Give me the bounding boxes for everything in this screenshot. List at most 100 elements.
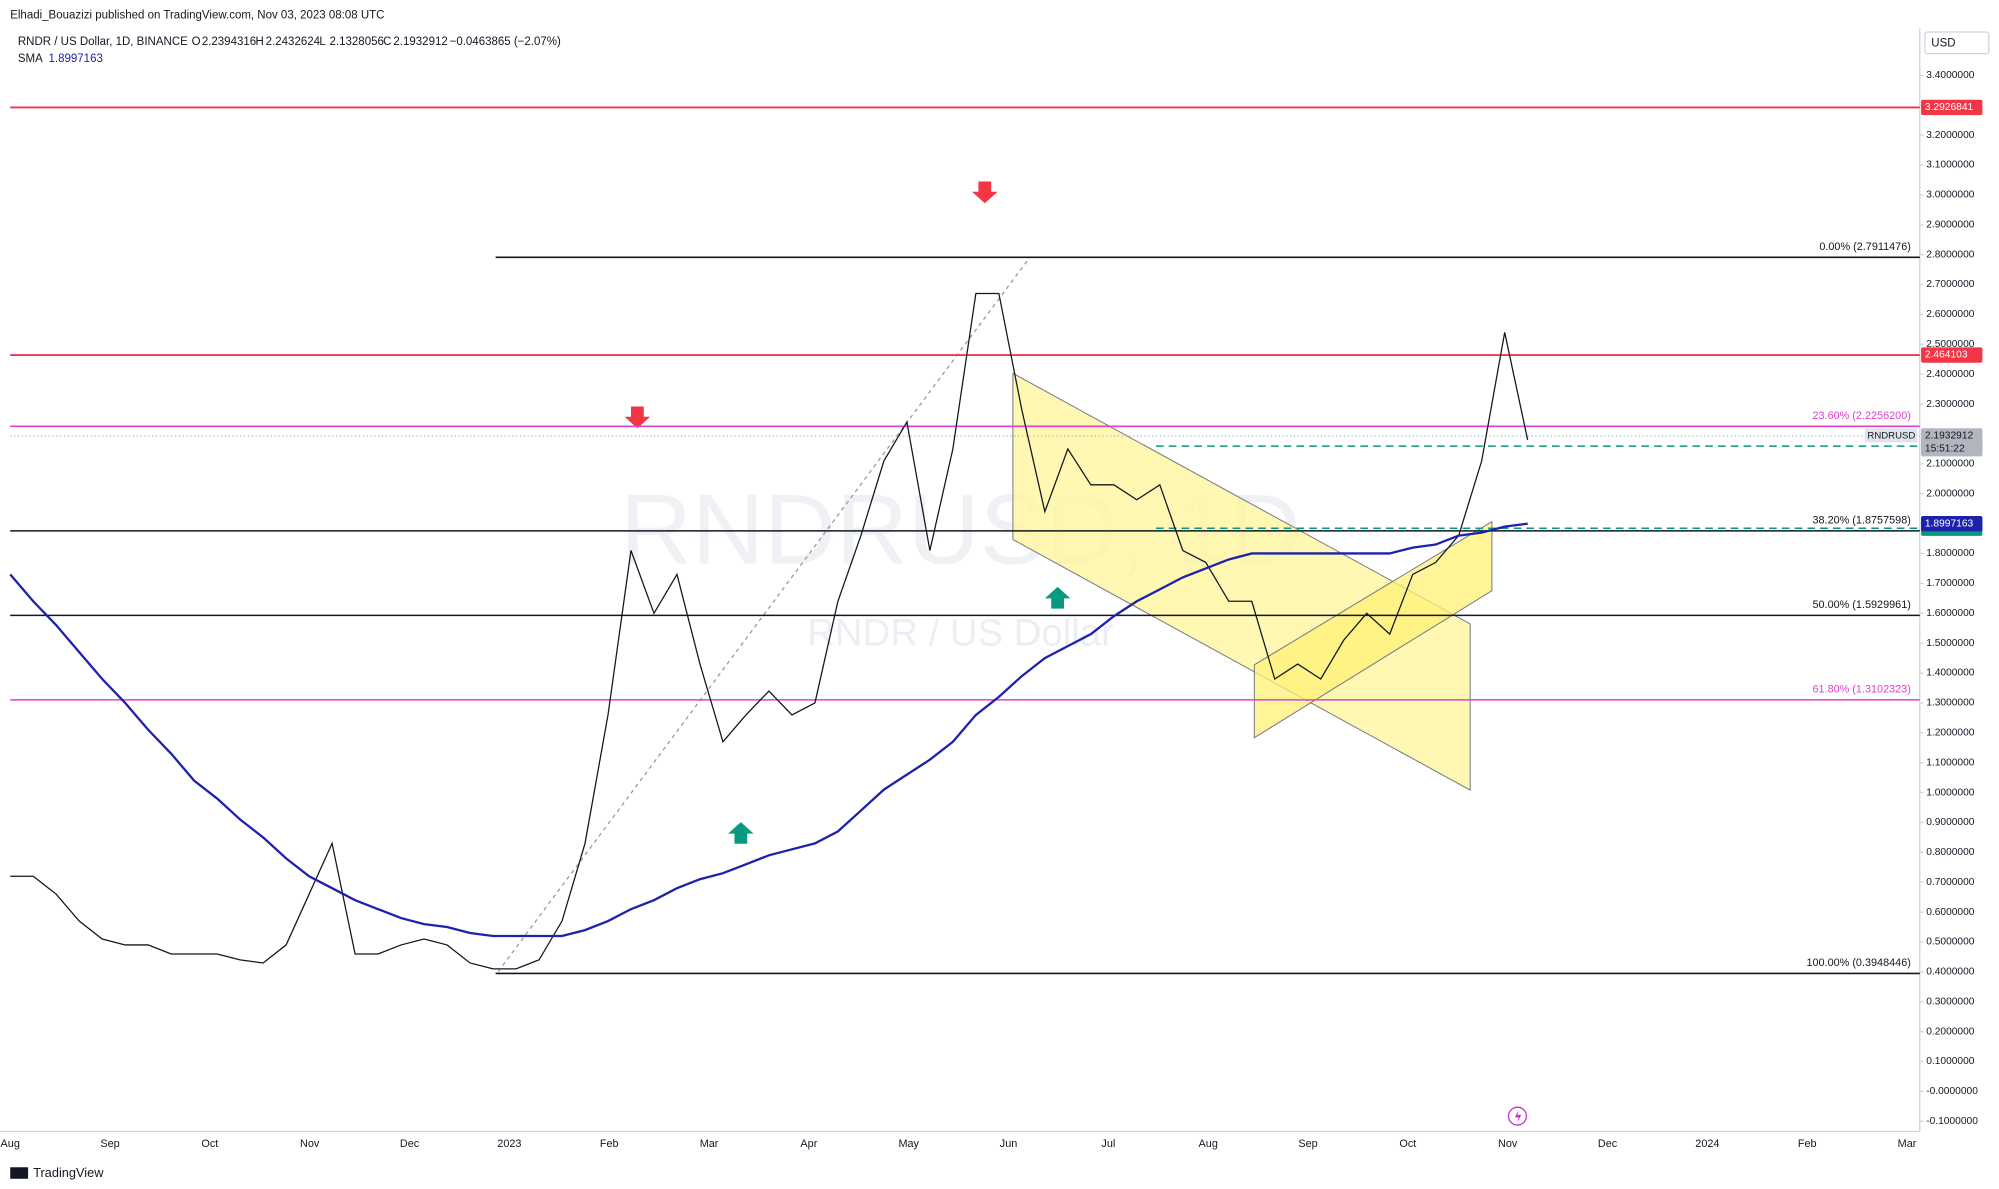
fib-label: 0.00% (2.7911476) xyxy=(1819,241,1911,253)
sma-marker xyxy=(1921,516,1983,532)
event-icon-bolt xyxy=(1514,1109,1522,1123)
change: −0.0463865 (−2.07%) xyxy=(450,36,561,48)
descending-channel xyxy=(1012,372,1471,791)
ohlc-value: 2.1328056 xyxy=(330,36,384,48)
y-tick-label: 1.1000000 xyxy=(1926,757,1975,768)
y-tick-label: 1.8000000 xyxy=(1926,548,1975,559)
sma-marker-label: 1.8997163 xyxy=(1925,518,1974,529)
x-tick-label: Feb xyxy=(1798,1138,1817,1150)
symbol-tag xyxy=(1864,428,1918,443)
y-tick-label: 2.1000000 xyxy=(1926,459,1975,470)
publisher: Elhadi_Bouazizi published on TradingView… xyxy=(10,9,384,21)
y-tick-label: 1.6000000 xyxy=(1926,608,1975,619)
y-tick-label: 3.0000000 xyxy=(1926,190,1975,201)
x-tick-label: Oct xyxy=(201,1138,218,1150)
price-level-marker-label: 2.464103 xyxy=(1925,350,1968,361)
last-price-marker xyxy=(1921,428,1983,457)
y-tick-label: 3.1000000 xyxy=(1926,160,1975,171)
brand-logo xyxy=(10,1167,29,1179)
currency-box[interactable] xyxy=(1924,31,1990,55)
fib-label: 61.80% (1.3102323) xyxy=(1812,684,1910,696)
ohlc-value: 2.1932912 xyxy=(393,36,447,48)
countdown: 15:51:22 xyxy=(1925,443,1965,454)
x-tick-label: 2024 xyxy=(1695,1138,1719,1150)
y-tick-label: 2.7000000 xyxy=(1926,279,1975,290)
y-tick-label: 2.8000000 xyxy=(1926,249,1975,260)
x-tick-label: Aug xyxy=(1,1138,20,1150)
up-arrow xyxy=(1044,586,1071,609)
fib-label: 100.00% (0.3948446) xyxy=(1806,957,1910,969)
sma-value: 1.8997163 xyxy=(49,53,103,65)
x-tick-label: Oct xyxy=(1399,1138,1416,1150)
x-tick-label: May xyxy=(898,1138,919,1150)
symbol: RNDR / US Dollar, 1D, BINANCE xyxy=(18,36,188,48)
fib-label: 50.00% (1.5929961) xyxy=(1812,599,1910,611)
y-tick-label: 0.1000000 xyxy=(1926,1056,1975,1067)
x-tick-label: Dec xyxy=(400,1138,420,1150)
price-line xyxy=(10,292,1529,970)
y-tick-label: 1.5000000 xyxy=(1926,638,1975,649)
y-tick-label: 2.0000000 xyxy=(1926,488,1975,499)
last-price-label: 2.1932912 xyxy=(1925,431,1974,442)
y-tick-label: -0.0000000 xyxy=(1926,1086,1978,1097)
brand: TradingView xyxy=(33,1165,104,1180)
x-tick-label: Nov xyxy=(1498,1138,1518,1150)
currency: USD xyxy=(1931,37,1955,49)
y-tick-label: 2.3000000 xyxy=(1926,399,1975,410)
event-icon[interactable] xyxy=(1507,1106,1528,1126)
y-tick-label: 0.5000000 xyxy=(1926,937,1975,948)
watermark-sub: RNDR / US Dollar xyxy=(807,612,1114,655)
y-tick-label: 0.4000000 xyxy=(1926,967,1975,978)
y-tick-label: 0.9000000 xyxy=(1926,817,1975,828)
ohlc-value: 2.2394316 xyxy=(202,36,256,48)
y-tick-label: 0.6000000 xyxy=(1926,907,1975,918)
y-tick-label: 2.6000000 xyxy=(1926,309,1975,320)
up-arrow xyxy=(728,822,754,844)
y-tick-label: 2.5000000 xyxy=(1926,339,1975,350)
ohlc-key: L xyxy=(319,36,326,48)
price-level-marker xyxy=(1921,99,1983,116)
ohlc-key: C xyxy=(383,36,391,48)
price-level-marker xyxy=(1921,347,1983,363)
y-tick-label: 2.9000000 xyxy=(1926,219,1975,230)
y-tick-label: 1.0000000 xyxy=(1926,787,1975,798)
ohlc-key: H xyxy=(255,36,263,48)
fib-label: 38.20% (1.8757598) xyxy=(1812,515,1910,527)
down-arrow xyxy=(972,181,998,204)
y-tick-label: 1.4000000 xyxy=(1926,668,1975,679)
ascending-channel xyxy=(1253,520,1493,739)
y-tick-label: 1.2000000 xyxy=(1926,728,1975,739)
y-tick-label: 3.4000000 xyxy=(1926,70,1975,81)
symbol-tag-label: RNDRUSD xyxy=(1867,430,1915,441)
y-tick-label: 0.7000000 xyxy=(1926,877,1975,888)
y-tick-label: 1.3000000 xyxy=(1926,698,1975,709)
ohlc-value: 2.2432624 xyxy=(266,36,321,48)
x-tick-label: Feb xyxy=(600,1138,619,1150)
y-tick-label: -0.1000000 xyxy=(1926,1116,1978,1127)
x-tick-label: Jun xyxy=(1000,1138,1018,1150)
y-tick-label: 0.2000000 xyxy=(1926,1026,1975,1037)
down-arrow xyxy=(624,406,651,429)
trend-line xyxy=(497,259,1029,973)
y-tick-label: 0.8000000 xyxy=(1926,847,1975,858)
y-tick-label: 1.7000000 xyxy=(1926,578,1975,589)
x-tick-label: Apr xyxy=(800,1138,817,1150)
sma-label: SMA xyxy=(18,53,43,65)
x-tick-label: Aug xyxy=(1199,1138,1218,1150)
x-tick-label: Dec xyxy=(1598,1138,1618,1150)
x-tick-label: Nov xyxy=(300,1138,320,1150)
x-tick-label: 2023 xyxy=(497,1138,521,1150)
x-tick-label: Sep xyxy=(1298,1138,1317,1150)
ohlc-key: O xyxy=(192,36,201,48)
sma-line xyxy=(9,522,1528,938)
y-tick-label: 2.4000000 xyxy=(1926,369,1975,380)
x-tick-label: Jul xyxy=(1101,1138,1115,1150)
x-tick-label: Mar xyxy=(1898,1138,1917,1150)
x-tick-label: Mar xyxy=(700,1138,719,1150)
y-tick-label: 0.3000000 xyxy=(1926,996,1975,1007)
price-level-marker-label: 3.2926841 xyxy=(1925,102,1974,113)
x-tick-label: Sep xyxy=(100,1138,119,1150)
